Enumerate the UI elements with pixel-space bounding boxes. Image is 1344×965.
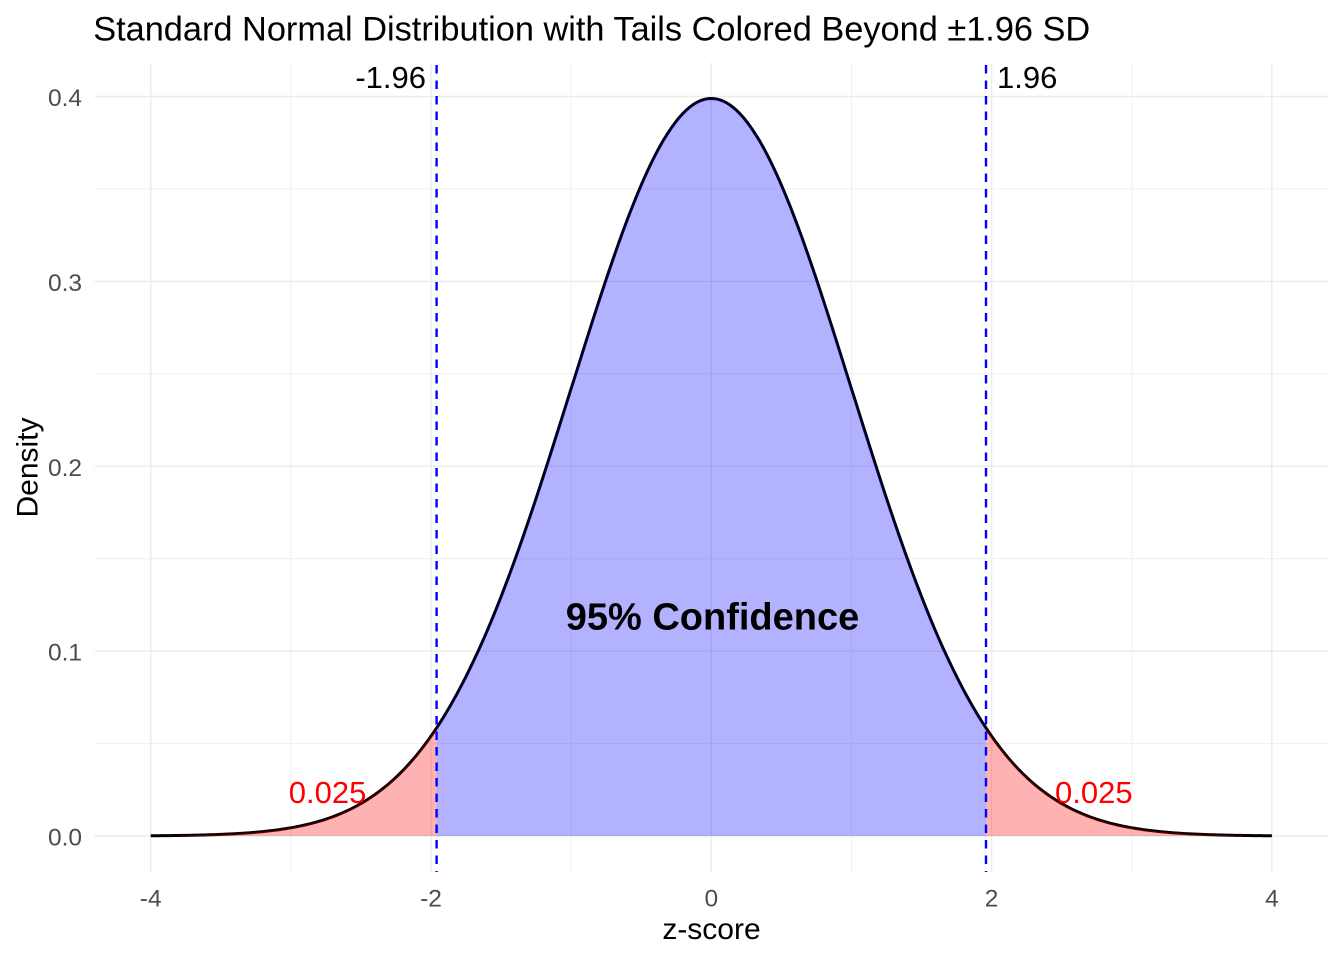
svg-text:0: 0 (704, 886, 718, 913)
svg-text:-4: -4 (140, 886, 162, 913)
svg-text:0.1: 0.1 (48, 640, 82, 667)
svg-text:95% Confidence: 95% Confidence (566, 597, 860, 639)
svg-text:1.96: 1.96 (997, 60, 1057, 95)
svg-text:0.4: 0.4 (48, 85, 82, 112)
svg-text:0.025: 0.025 (1055, 775, 1133, 810)
svg-text:0.2: 0.2 (48, 455, 82, 482)
svg-text:0.025: 0.025 (289, 775, 367, 810)
svg-text:0.3: 0.3 (48, 270, 82, 297)
svg-text:Standard Normal Distribution w: Standard Normal Distribution with Tails … (93, 11, 1090, 49)
svg-text:0.0: 0.0 (48, 825, 82, 852)
svg-text:Density: Density (12, 417, 45, 517)
svg-text:4: 4 (1265, 886, 1279, 913)
svg-text:z-score: z-score (662, 913, 760, 946)
svg-text:2: 2 (985, 886, 999, 913)
svg-text:-1.96: -1.96 (355, 60, 426, 95)
svg-text:-2: -2 (420, 886, 442, 913)
